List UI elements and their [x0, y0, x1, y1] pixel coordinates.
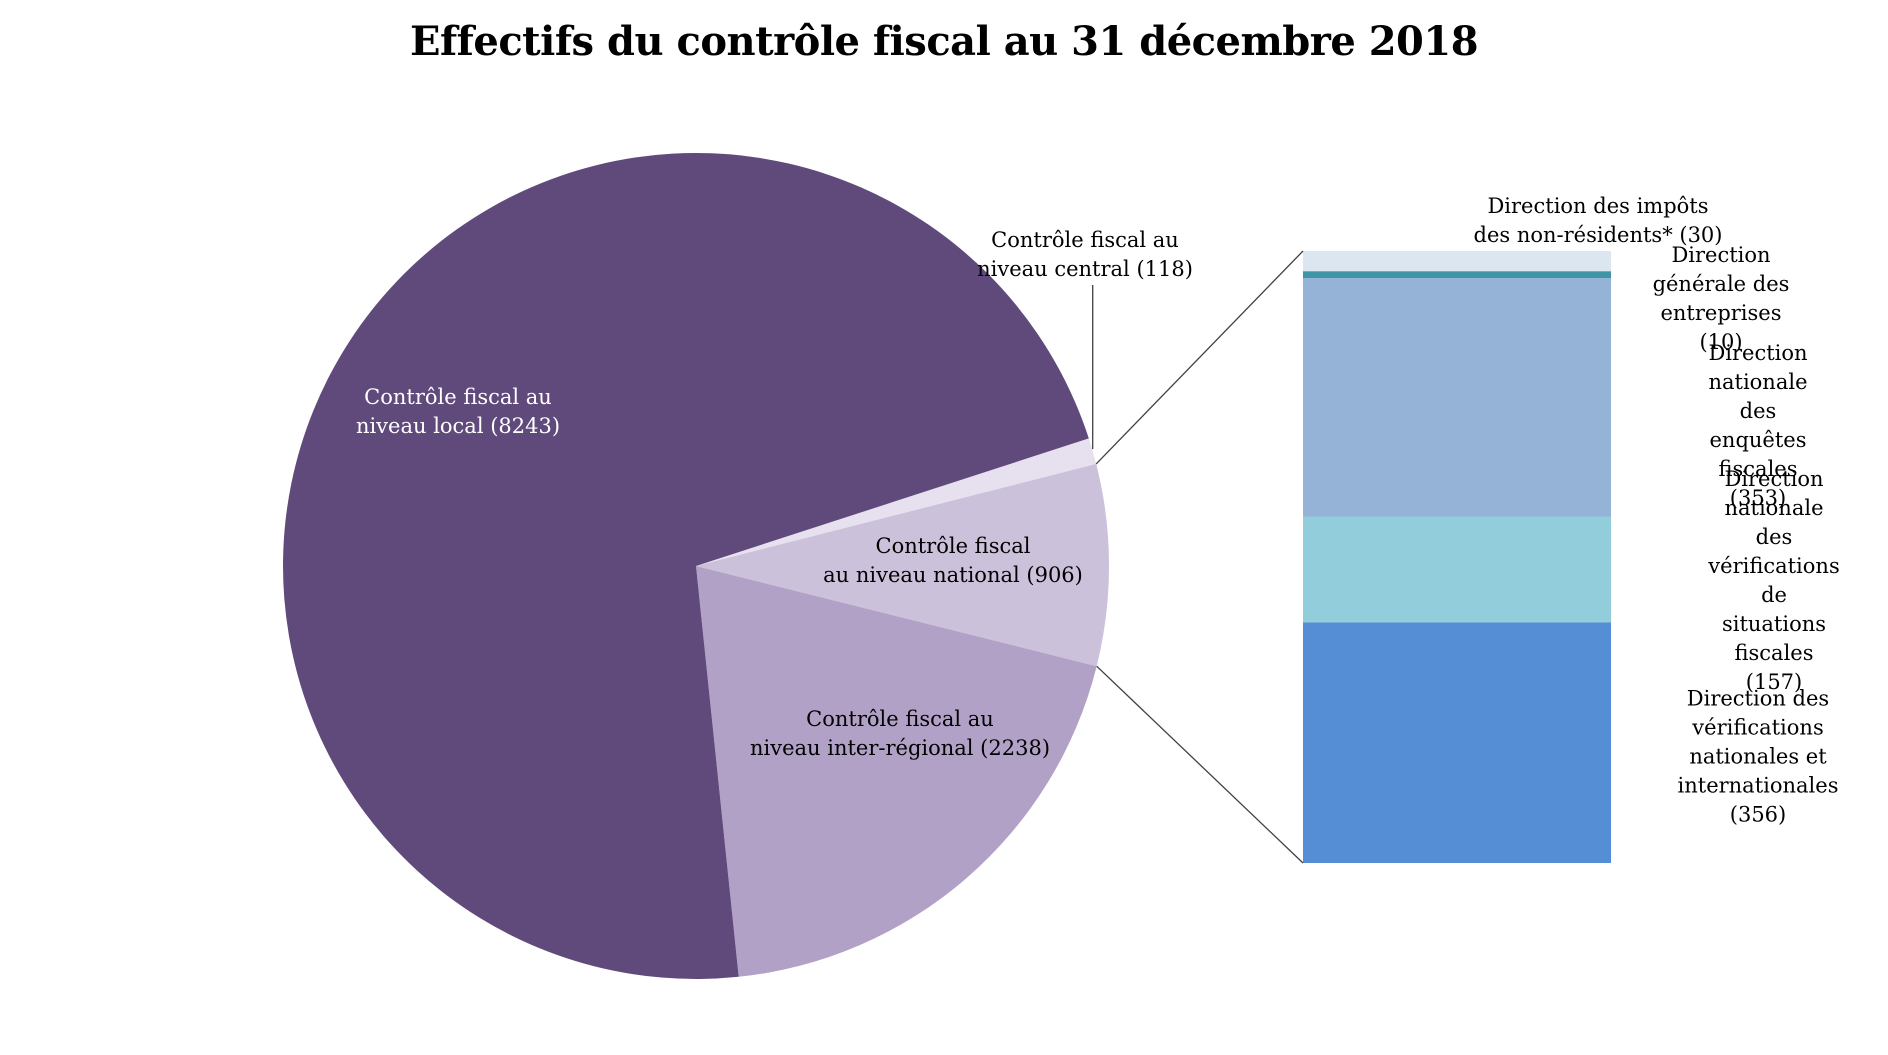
bar-segment-impots-non-residents [1303, 251, 1611, 272]
bar-segment-verifications-situations-fiscales [1303, 516, 1611, 623]
pie-slice-niveau-local [283, 153, 1089, 980]
bar-label-impots-non-residents: Direction des impôts des non-résidents* … [1473, 194, 1723, 247]
bar-label-verifications-situations-fiscales: Direction nationale des vérifications de… [1708, 467, 1840, 694]
bar-segment-verifications-nationales-internationales [1303, 622, 1611, 863]
pie-slice-niveau-inter-regional [696, 566, 1097, 977]
pie-label-niveau-inter-regional: Contrôle fiscal au niveau inter-régional… [749, 707, 1051, 760]
bar-label-verifications-nationales-internationales: Direction des vérifications nationales e… [1677, 686, 1839, 827]
pie-label-niveau-local: Contrôle fiscal au niveau local (8243) [355, 385, 561, 438]
bar-segment-enquetes-fiscales [1303, 278, 1611, 517]
pie-label-niveau-national: Contrôle fiscal au niveau national (906) [823, 534, 1083, 587]
bar-label-enquetes-fiscales: Direction nationale des enquêtes fiscale… [1708, 341, 1808, 510]
connector-line-top [1095, 250, 1304, 465]
chart-title: Effectifs du contrôle fiscal au 31 décem… [409, 18, 1479, 65]
pie-slice-niveau-central [696, 438, 1097, 566]
connector-line-bottom [1096, 665, 1304, 864]
bar-segment-generale-entreprises [1303, 271, 1611, 279]
pie-label-niveau-central: Contrôle fiscal au niveau central (118) [977, 228, 1193, 281]
pie-slice-niveau-national [696, 463, 1110, 667]
bar-label-generale-entreprises: Direction générale des entreprises (10) [1652, 243, 1790, 354]
